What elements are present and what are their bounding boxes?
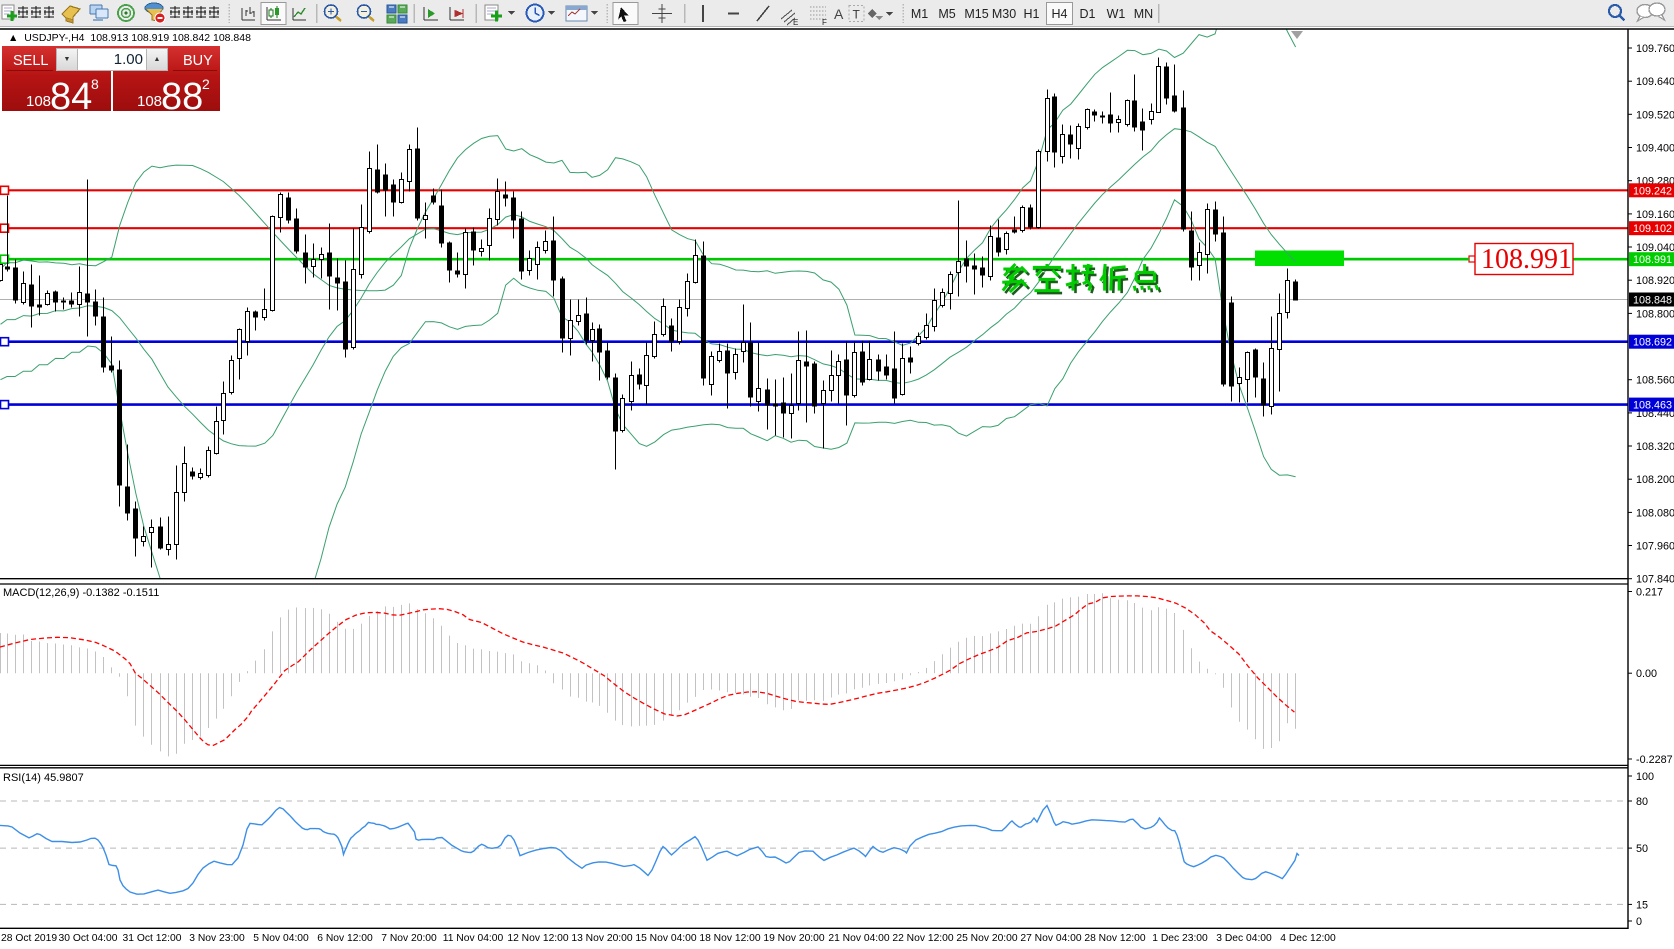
svg-text:MN: MN [1134,7,1153,21]
svg-text:7 Nov 20:00: 7 Nov 20:00 [381,933,437,944]
svg-text:4 Dec 12:00: 4 Dec 12:00 [1280,933,1336,944]
svg-text:28 Oct 2019: 28 Oct 2019 [1,933,57,944]
svg-text:28 Nov 12:00: 28 Nov 12:00 [1084,933,1146,944]
svg-text:109.242: 109.242 [1633,185,1672,197]
svg-text:19 Nov 20:00: 19 Nov 20:00 [763,933,825,944]
svg-text:109.040: 109.040 [1636,242,1674,254]
svg-text:H4: H4 [1052,7,1068,21]
svg-text:108.991: 108.991 [1481,244,1572,275]
svg-text:RSI(14) 45.9807: RSI(14) 45.9807 [3,772,84,784]
svg-text:13 Nov 20:00: 13 Nov 20:00 [571,933,633,944]
svg-text:31 Oct 12:00: 31 Oct 12:00 [123,933,182,944]
svg-text:D1: D1 [1080,7,1096,21]
svg-text:107.840: 107.840 [1636,574,1674,586]
svg-text:108.200: 108.200 [1636,474,1674,486]
svg-text:5 Nov 04:00: 5 Nov 04:00 [253,933,309,944]
svg-text:108.800: 108.800 [1636,308,1674,320]
svg-text:25 Nov 20:00: 25 Nov 20:00 [956,933,1018,944]
svg-text:E: E [793,18,798,27]
svg-text:11 Nov 04:00: 11 Nov 04:00 [443,933,504,944]
svg-text:F: F [822,18,827,27]
svg-text:0: 0 [1636,916,1642,928]
svg-text:T: T [853,8,861,22]
svg-text:15: 15 [1636,899,1648,911]
svg-text:18 Nov 12:00: 18 Nov 12:00 [699,933,761,944]
svg-text:108.991: 108.991 [1633,254,1672,266]
svg-text:109.400: 109.400 [1636,143,1674,155]
svg-text:0.217: 0.217 [1636,587,1663,599]
svg-text:107.960: 107.960 [1636,541,1674,553]
svg-text:108.080: 108.080 [1636,507,1674,519]
svg-text:109.760: 109.760 [1636,43,1674,55]
svg-text:M30: M30 [992,7,1016,21]
svg-text:50: 50 [1636,843,1648,855]
svg-text:MACD(12,26,9) -0.1382 -0.1511: MACD(12,26,9) -0.1382 -0.1511 [3,587,159,599]
svg-text:108.848: 108.848 [1633,295,1672,307]
svg-text:109.102: 109.102 [1633,223,1672,235]
svg-text:M15: M15 [964,7,988,21]
svg-text:109.520: 109.520 [1636,109,1674,121]
svg-text:W1: W1 [1107,7,1126,21]
svg-text:108.692: 108.692 [1633,337,1672,349]
svg-text:12 Nov 12:00: 12 Nov 12:00 [507,933,569,944]
svg-text:109.640: 109.640 [1636,76,1674,88]
svg-text:A: A [834,6,844,22]
svg-text:-0.2287: -0.2287 [1636,754,1673,766]
svg-text:108.463: 108.463 [1633,400,1672,412]
svg-text:108.560: 108.560 [1636,375,1674,387]
svg-text:108.920: 108.920 [1636,275,1674,287]
svg-text:80: 80 [1636,796,1648,808]
svg-text:▲ USDJPY-,H4 108.913 108.919: ▲ USDJPY-,H4 108.913 108.919 108.842 108… [8,32,251,44]
svg-text:1 Dec 23:00: 1 Dec 23:00 [1152,933,1208,944]
svg-text:3 Nov 23:00: 3 Nov 23:00 [189,933,245,944]
svg-text:M5: M5 [938,7,955,21]
svg-text:M1: M1 [911,7,928,21]
svg-text:15 Nov 04:00: 15 Nov 04:00 [635,933,697,944]
svg-text:27 Nov 04:00: 27 Nov 04:00 [1020,933,1082,944]
svg-text:109.160: 109.160 [1636,209,1674,221]
svg-text:3 Dec 04:00: 3 Dec 04:00 [1216,933,1272,944]
svg-text:30 Oct 04:00: 30 Oct 04:00 [59,933,118,944]
svg-text:108.320: 108.320 [1636,441,1674,453]
svg-text:6 Nov 12:00: 6 Nov 12:00 [317,933,373,944]
svg-text:21 Nov 04:00: 21 Nov 04:00 [828,933,890,944]
svg-text:0.00: 0.00 [1636,668,1657,680]
svg-text:H1: H1 [1024,7,1040,21]
svg-text:22 Nov 12:00: 22 Nov 12:00 [892,933,954,944]
svg-text:100: 100 [1636,771,1654,783]
